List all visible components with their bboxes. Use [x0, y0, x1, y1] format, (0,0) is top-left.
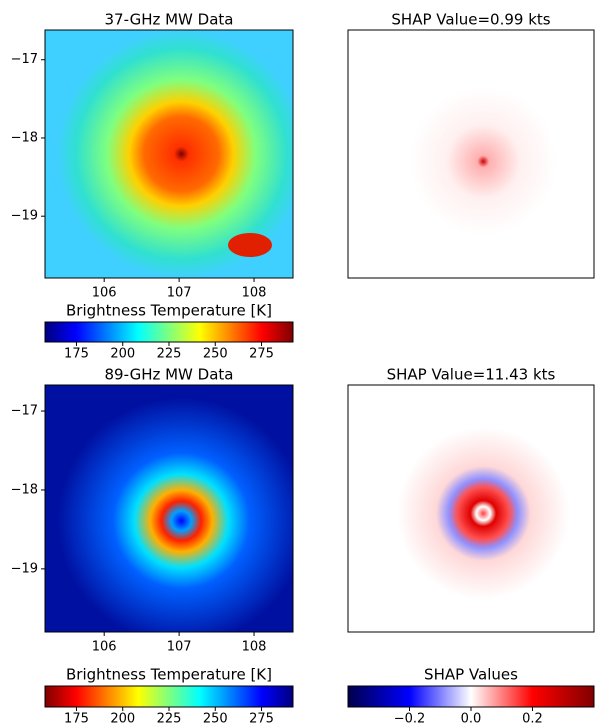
image-shap-37	[348, 30, 594, 278]
colorbar	[348, 686, 594, 707]
x-tick-label: 107	[167, 286, 192, 301]
colorbar-tick-label: 200	[110, 712, 135, 727]
colorbar-tick-label: 225	[157, 712, 182, 727]
y-tick-label: −17	[11, 52, 38, 67]
x-tick-label: 107	[167, 640, 192, 655]
x-tick-label: 106	[92, 286, 117, 301]
panel-title: SHAP Value=11.43 kts	[387, 366, 556, 384]
y-tick-label: −17	[11, 404, 38, 419]
y-tick-label: −19	[11, 209, 38, 224]
colorbar-tick-label: 250	[203, 347, 228, 362]
colorbar-title: Brightness Temperature [K]	[66, 302, 272, 320]
colorbar	[45, 686, 293, 707]
colorbar-tick-label: 175	[64, 712, 89, 727]
colorbar-title: SHAP Values	[424, 666, 518, 684]
x-tick-label: 106	[92, 640, 117, 655]
colorbar-tick-label: 275	[249, 712, 274, 727]
image-89ghz	[45, 385, 293, 632]
x-tick-label: 108	[242, 286, 267, 301]
y-tick-label: −18	[11, 482, 38, 497]
y-tick-label: −18	[11, 130, 38, 145]
panel-title: SHAP Value=0.99 kts	[391, 11, 550, 29]
colorbar-tick-label: 0.2	[522, 712, 543, 727]
colorbar-tick-label: 275	[249, 347, 274, 362]
image-shap-89	[348, 385, 594, 632]
image-37ghz-blob	[228, 233, 272, 257]
figure: 37-GHz MW Data 106 107 108 −17 −18 −19 SHAP Val…	[0, 0, 595, 728]
colorbar-tick-label: 250	[203, 712, 228, 727]
colorbar-tick-label: 200	[110, 347, 135, 362]
colorbar-title: Brightness Temperature [K]	[66, 666, 272, 684]
colorbar-tick-label: 175	[64, 347, 89, 362]
colorbar-tick-label: −0.2	[394, 712, 426, 727]
y-tick-label: −19	[11, 561, 38, 576]
panel-title: 89-GHz MW Data	[105, 366, 234, 384]
colorbar-tick-label: 225	[157, 347, 182, 362]
colorbar-tick-label: 0.0	[461, 712, 482, 727]
panel-title: 37-GHz MW Data	[105, 11, 234, 29]
x-tick-label: 108	[242, 640, 267, 655]
colorbar	[45, 322, 293, 342]
